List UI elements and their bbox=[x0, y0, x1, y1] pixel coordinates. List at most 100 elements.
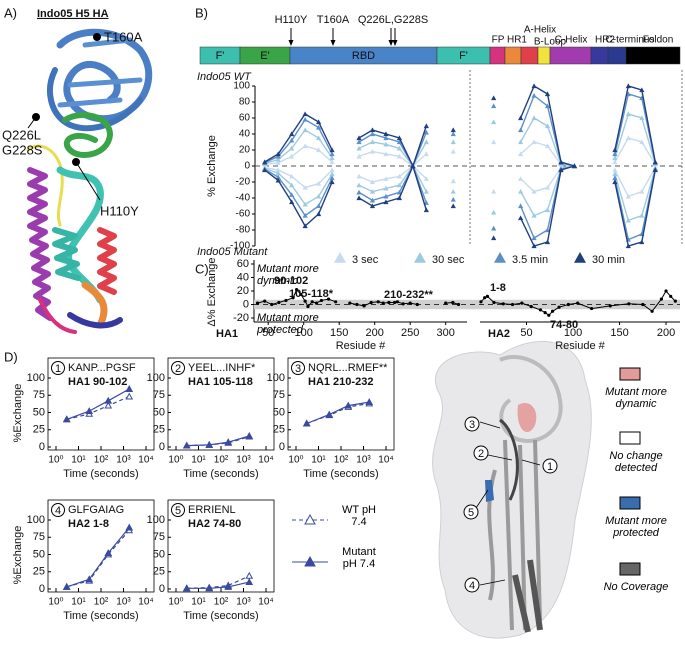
point-marker bbox=[369, 179, 376, 185]
highlight-label: 1-8 bbox=[490, 282, 506, 294]
annotation: Mutant more protected bbox=[257, 312, 319, 336]
x-tick-label: 10³ bbox=[236, 597, 251, 608]
callout-circle bbox=[463, 504, 479, 520]
chart-id: 1 bbox=[55, 363, 61, 375]
chart-title: YEEL...INHF* bbox=[188, 362, 256, 374]
id-circle bbox=[171, 361, 185, 375]
point-marker bbox=[356, 135, 362, 141]
point bbox=[381, 301, 385, 305]
y-tick-label: 50 bbox=[153, 406, 165, 418]
y-tick-label: -40 bbox=[236, 193, 251, 204]
point-marker bbox=[544, 123, 551, 129]
point-marker bbox=[518, 127, 524, 133]
point-marker bbox=[85, 407, 94, 415]
point-marker bbox=[491, 95, 497, 101]
callout-circle bbox=[542, 458, 558, 474]
point-marker bbox=[316, 181, 322, 186]
point bbox=[334, 300, 338, 304]
dynamic-region bbox=[517, 402, 537, 433]
point-marker bbox=[544, 185, 551, 190]
x-tick-label: 10² bbox=[94, 455, 109, 466]
point-marker bbox=[423, 207, 429, 213]
point-marker bbox=[491, 225, 497, 231]
series-line bbox=[264, 93, 656, 168]
point-marker bbox=[289, 199, 295, 205]
id-circle bbox=[51, 361, 65, 375]
point-marker bbox=[531, 93, 537, 98]
point-marker bbox=[396, 195, 402, 201]
legend-label: Mutant pH 7.4 bbox=[342, 546, 376, 570]
point-marker bbox=[125, 385, 134, 392]
id-circle bbox=[51, 503, 65, 517]
y-tick-label: 75 bbox=[273, 389, 285, 401]
x-tick-label: 10² bbox=[334, 455, 349, 466]
y-tick-label: -20 bbox=[236, 177, 251, 188]
x-tick-label: 10³ bbox=[116, 597, 131, 608]
point bbox=[291, 296, 295, 300]
point bbox=[483, 296, 487, 300]
point-marker bbox=[275, 177, 281, 183]
point-marker bbox=[316, 193, 322, 199]
chart-subtitle: HA1 105-118 bbox=[188, 376, 253, 388]
arrow-head bbox=[392, 40, 398, 46]
mutation-label: H110Y bbox=[275, 14, 308, 26]
y-tick-label: 20 bbox=[237, 285, 249, 297]
point bbox=[395, 300, 400, 304]
annotation-text: Mutant more dynamic bbox=[257, 263, 319, 287]
point-marker bbox=[423, 129, 429, 135]
arrow-head bbox=[288, 40, 294, 46]
point-marker bbox=[612, 147, 618, 153]
x-tick-label: 10⁰ bbox=[288, 455, 303, 466]
legend-marker bbox=[414, 252, 426, 263]
domain-segment bbox=[537, 46, 551, 65]
legend-marker bbox=[304, 513, 316, 525]
ribbon bbox=[67, 312, 123, 329]
y-tick-label: 80 bbox=[239, 97, 251, 108]
point-marker bbox=[531, 235, 537, 241]
series-line bbox=[186, 581, 250, 589]
y-tick-label: 100 bbox=[27, 514, 45, 526]
y-tick-label: 25 bbox=[273, 424, 285, 436]
point-marker bbox=[356, 153, 362, 159]
legend-label: No Coverage bbox=[604, 581, 669, 593]
ribbon bbox=[487, 439, 542, 631]
point-marker bbox=[625, 111, 631, 117]
ribbon bbox=[499, 418, 519, 501]
point bbox=[510, 302, 515, 307]
point-marker bbox=[491, 189, 497, 194]
x-axis-title: Time (seconds) bbox=[63, 610, 138, 622]
point bbox=[277, 300, 281, 305]
point-marker bbox=[639, 213, 645, 218]
point-marker bbox=[383, 193, 389, 199]
point bbox=[408, 301, 412, 305]
ribbon bbox=[81, 281, 108, 329]
legend-label: 3.5 min bbox=[512, 254, 548, 266]
point-marker bbox=[518, 203, 524, 209]
series-line bbox=[66, 527, 130, 588]
point-marker bbox=[518, 215, 524, 221]
point bbox=[355, 302, 359, 307]
point bbox=[444, 301, 448, 305]
point-marker bbox=[518, 139, 524, 145]
point-marker bbox=[224, 582, 233, 590]
point-marker bbox=[423, 123, 429, 129]
callout-line bbox=[479, 421, 501, 429]
no-change-band bbox=[254, 299, 680, 310]
callout-line bbox=[521, 459, 541, 466]
point bbox=[538, 308, 543, 312]
series-line bbox=[264, 163, 656, 247]
highlight-label: 105-118* bbox=[289, 288, 334, 300]
point-marker bbox=[262, 167, 268, 173]
domain-label: HR2 bbox=[595, 35, 615, 46]
point-marker bbox=[205, 440, 214, 448]
y-tick-label: 100 bbox=[147, 514, 165, 526]
x-tick-label: 10⁴ bbox=[138, 597, 153, 608]
y-tick-label: 75 bbox=[153, 389, 165, 401]
point-marker bbox=[369, 149, 376, 154]
y-tick-label: 50 bbox=[33, 406, 45, 418]
y-tick-label: -60 bbox=[236, 209, 251, 220]
y-tick-label: 0 bbox=[159, 583, 165, 595]
point bbox=[576, 301, 580, 305]
y-tick-label: 75 bbox=[33, 389, 45, 401]
series-line bbox=[306, 401, 370, 425]
